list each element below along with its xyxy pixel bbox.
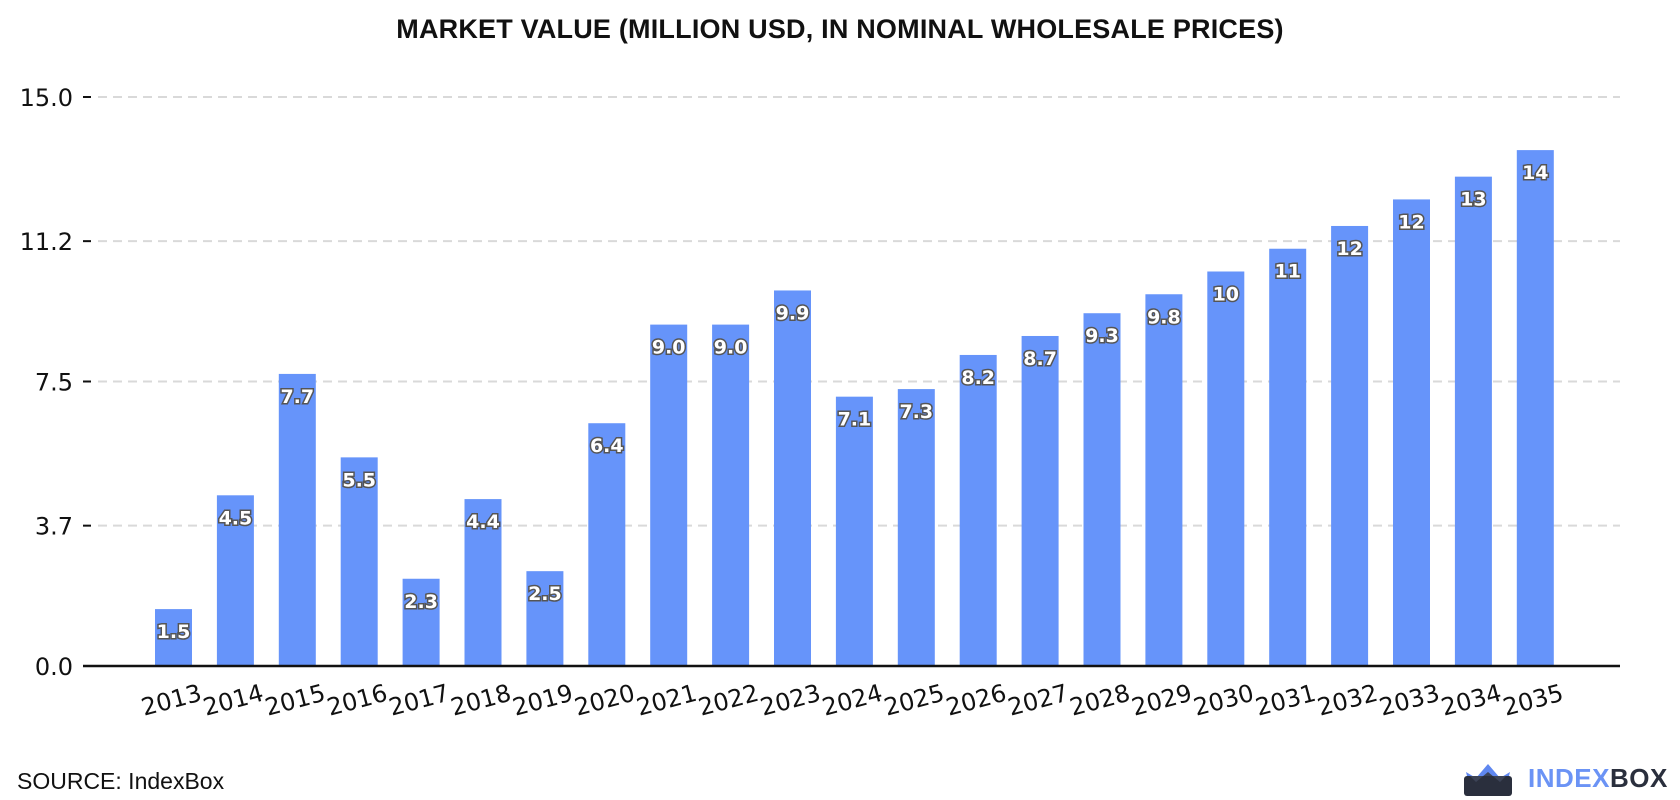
bar — [526, 571, 564, 666]
x-tick-label: 2019 — [510, 679, 576, 722]
y-tick-label: 0.0 — [35, 653, 73, 681]
logo-wordmark-box: BOX — [1609, 762, 1668, 793]
x-tick-label: 2027 — [1005, 679, 1071, 722]
data-label: 8.7 — [1023, 348, 1057, 370]
bar-chart: 0.03.77.511.215.020132014201520162017201… — [20, 84, 1620, 722]
data-label: 1.5 — [157, 621, 191, 643]
data-label: 7.1 — [838, 409, 872, 431]
data-label: 7.7 — [280, 386, 314, 408]
x-tick-label: 2013 — [138, 679, 204, 722]
bar — [155, 609, 192, 666]
bar — [897, 389, 935, 666]
data-label: 4.4 — [466, 511, 500, 533]
x-tick-label: 2031 — [1253, 679, 1319, 722]
bar — [402, 578, 440, 666]
bar — [216, 495, 254, 666]
y-tick-label: 3.7 — [35, 513, 73, 541]
bar — [588, 423, 626, 666]
bar — [712, 324, 750, 666]
data-label: 7.3 — [899, 401, 933, 423]
data-label: 8.2 — [961, 367, 995, 389]
x-tick-label: 2015 — [262, 679, 328, 722]
data-label: 6.4 — [590, 435, 624, 457]
bar — [340, 457, 378, 666]
x-tick-label: 2017 — [386, 679, 452, 722]
x-tick-label: 2022 — [695, 679, 761, 722]
x-tick-label: 2029 — [1129, 679, 1195, 722]
bar — [464, 499, 502, 666]
bar — [1516, 150, 1554, 666]
x-tick-label: 2016 — [324, 679, 390, 722]
x-tick-label: 2030 — [1191, 679, 1257, 722]
logo-wordmark: INDEXBOX — [1528, 763, 1668, 794]
bar — [1145, 294, 1183, 666]
data-label: 14 — [1522, 162, 1548, 184]
bar — [1269, 248, 1307, 666]
source-note: SOURCE: IndexBox — [17, 768, 225, 794]
indexbox-logo-icon — [1464, 764, 1512, 796]
data-label: 9.0 — [714, 337, 748, 359]
x-tick-label: 2032 — [1314, 679, 1380, 722]
x-tick-label: 2024 — [819, 679, 885, 722]
x-tick-label: 2021 — [634, 679, 700, 722]
logo-wordmark-index: INDEX — [1528, 762, 1610, 793]
data-label: 9.8 — [1147, 306, 1181, 328]
bar — [835, 396, 873, 666]
data-label: 10 — [1213, 283, 1239, 305]
x-tick-label: 2023 — [757, 679, 823, 722]
bar — [774, 290, 811, 666]
indexbox-logo[interactable]: INDEXBOX — [1462, 758, 1668, 798]
bar — [959, 354, 997, 666]
y-tick-label: 15.0 — [20, 84, 73, 112]
x-tick-label: 2028 — [1067, 679, 1133, 722]
data-labels: 1.5 4.5 7.7 5.5 2.3 4.4 2.5 6.4 9.0 9.0 9.9 7.1 7.3 8… — [155, 161, 1550, 645]
y-tick-label: 11.2 — [20, 228, 73, 256]
axes: 0.03.77.511.215.020132014201520162017201… — [20, 84, 1620, 722]
bar — [650, 324, 688, 666]
bar — [1393, 199, 1430, 667]
bar — [278, 373, 316, 666]
data-label: 9.0 — [652, 337, 686, 359]
data-label: 12 — [1336, 238, 1362, 260]
x-tick-label: 2034 — [1438, 679, 1504, 722]
data-label: 4.5 — [219, 507, 253, 529]
bar — [1207, 271, 1245, 666]
bar — [1331, 225, 1369, 666]
bar — [1083, 313, 1121, 666]
data-label: 13 — [1460, 189, 1486, 211]
bars — [155, 150, 1554, 667]
data-label: 5.5 — [342, 469, 376, 491]
data-label: 12 — [1398, 211, 1424, 233]
x-tick-label: 2020 — [572, 679, 638, 722]
x-tick-label: 2014 — [200, 679, 266, 722]
data-label: 9.9 — [776, 302, 810, 324]
bar — [1021, 335, 1059, 666]
x-tick-label: 2018 — [448, 679, 514, 722]
data-label: 11 — [1274, 261, 1300, 283]
y-tick-label: 7.5 — [35, 369, 73, 397]
x-tick-label: 2026 — [943, 679, 1009, 722]
data-label: 9.3 — [1085, 325, 1119, 347]
x-tick-label: 2025 — [881, 679, 947, 722]
bar — [1454, 176, 1492, 666]
x-tick-label: 2033 — [1376, 679, 1442, 722]
chart-title: MARKET VALUE (MILLION USD, IN NOMINAL WH… — [396, 14, 1284, 44]
data-label: 2.3 — [404, 591, 438, 613]
data-label: 2.5 — [528, 583, 562, 605]
x-tick-label: 2035 — [1500, 679, 1566, 722]
